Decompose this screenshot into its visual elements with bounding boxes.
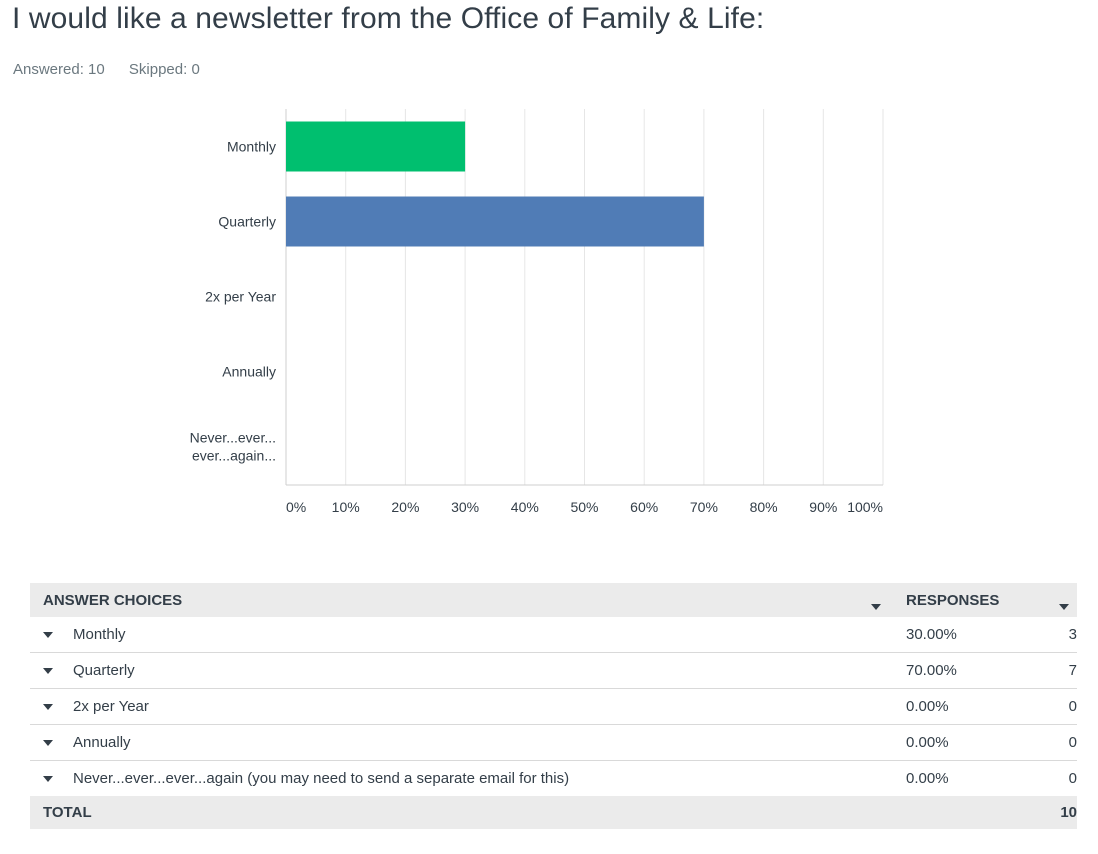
answer-choice-label: Monthly — [73, 626, 126, 643]
table-row: Monthly 30.00% 3 — [30, 617, 1077, 653]
answer-choice-cell: 2x per Year — [30, 698, 893, 715]
response-percent: 30.00% — [906, 626, 957, 643]
response-percent: 0.00% — [906, 734, 949, 751]
sort-caret-icon[interactable] — [871, 603, 881, 610]
category-label-line: Never...ever... — [190, 430, 276, 446]
bar[interactable] — [286, 121, 466, 172]
bar[interactable] — [286, 196, 704, 247]
table-row: Annually 0.00% 0 — [30, 725, 1077, 761]
x-tick-label: 90% — [809, 499, 837, 515]
response-percent: 0.00% — [906, 770, 949, 787]
answer-choice-cell: Monthly — [30, 626, 893, 643]
total-value: 10 — [1060, 804, 1077, 821]
category-label: Annually — [222, 364, 276, 380]
answer-choices-header[interactable]: ANSWER CHOICES — [30, 591, 893, 610]
response-percent: 0.00% — [906, 698, 949, 715]
answer-choice-label: Quarterly — [73, 662, 135, 679]
answer-choice-label: Annually — [73, 734, 131, 751]
answered-count: Answered: 10 — [13, 61, 105, 78]
skipped-count: Skipped: 0 — [128, 61, 200, 78]
x-tick-label: 80% — [750, 499, 778, 515]
bar-chart: Monthly Quarterly 2x per Year Annually Never… — [190, 109, 884, 515]
question-title: I would like a newsletter from the Offic… — [12, 2, 765, 35]
answer-choice-cell: Quarterly — [30, 662, 893, 679]
expand-caret-icon[interactable] — [43, 739, 53, 746]
responses-header[interactable]: RESPONSES — [893, 591, 1077, 610]
response-count: 0 — [1068, 734, 1077, 751]
expand-caret-icon[interactable] — [43, 631, 53, 638]
category-label: Monthly — [227, 139, 276, 155]
category-label-line: Monthly — [227, 139, 276, 155]
x-tick-label: 10% — [332, 499, 360, 515]
response-count: 0 — [1068, 698, 1077, 715]
response-count: 0 — [1068, 770, 1077, 787]
response-percent: 70.00% — [906, 662, 957, 679]
x-tick-label: 40% — [511, 499, 539, 515]
answer-choices-header-label: ANSWER CHOICES — [43, 591, 183, 609]
category-label: 2x per Year — [205, 289, 276, 305]
response-count: 7 — [1068, 662, 1077, 679]
expand-caret-icon[interactable] — [43, 703, 53, 710]
answer-choice-label: 2x per Year — [73, 698, 149, 715]
total-label: TOTAL — [43, 804, 92, 821]
x-tick-label: 20% — [391, 499, 419, 515]
sort-caret-icon[interactable] — [1059, 603, 1069, 610]
x-tick-label: 100% — [847, 499, 883, 515]
answer-table: ANSWER CHOICES RESPONSES Monthly 30.00% 3 Q… — [30, 583, 1077, 829]
table-row: Quarterly 70.00% 7 — [30, 653, 1077, 689]
responses-header-label: RESPONSES — [906, 591, 1000, 609]
category-label-line: Annually — [222, 364, 276, 380]
response-stats: Answered: 10 Skipped: 0 — [13, 61, 220, 78]
category-label-line: 2x per Year — [205, 289, 276, 305]
x-tick-label: 60% — [630, 499, 658, 515]
category-label-line: Quarterly — [218, 214, 276, 230]
x-tick-label: 0% — [286, 499, 306, 515]
answer-choice-cell: Annually — [30, 734, 893, 751]
expand-caret-icon[interactable] — [43, 775, 53, 782]
expand-caret-icon[interactable] — [43, 667, 53, 674]
table-row: 2x per Year 0.00% 0 — [30, 689, 1077, 725]
table-row: Never...ever...ever...again (you may nee… — [30, 761, 1077, 796]
total-row: TOTAL 10 — [30, 796, 1077, 829]
x-tick-label: 70% — [690, 499, 718, 515]
category-label: Quarterly — [218, 214, 276, 230]
answer-choice-label: Never...ever...ever...again (you may nee… — [73, 770, 570, 787]
category-label: Never...ever... ever...again... — [190, 430, 276, 464]
answer-choice-cell: Never...ever...ever...again (you may nee… — [30, 770, 893, 787]
x-tick-label: 30% — [451, 499, 479, 515]
x-tick-label: 50% — [570, 499, 598, 515]
category-label-line: ever...again... — [192, 448, 276, 464]
response-count: 3 — [1068, 626, 1077, 643]
table-header: ANSWER CHOICES RESPONSES — [30, 583, 1077, 617]
